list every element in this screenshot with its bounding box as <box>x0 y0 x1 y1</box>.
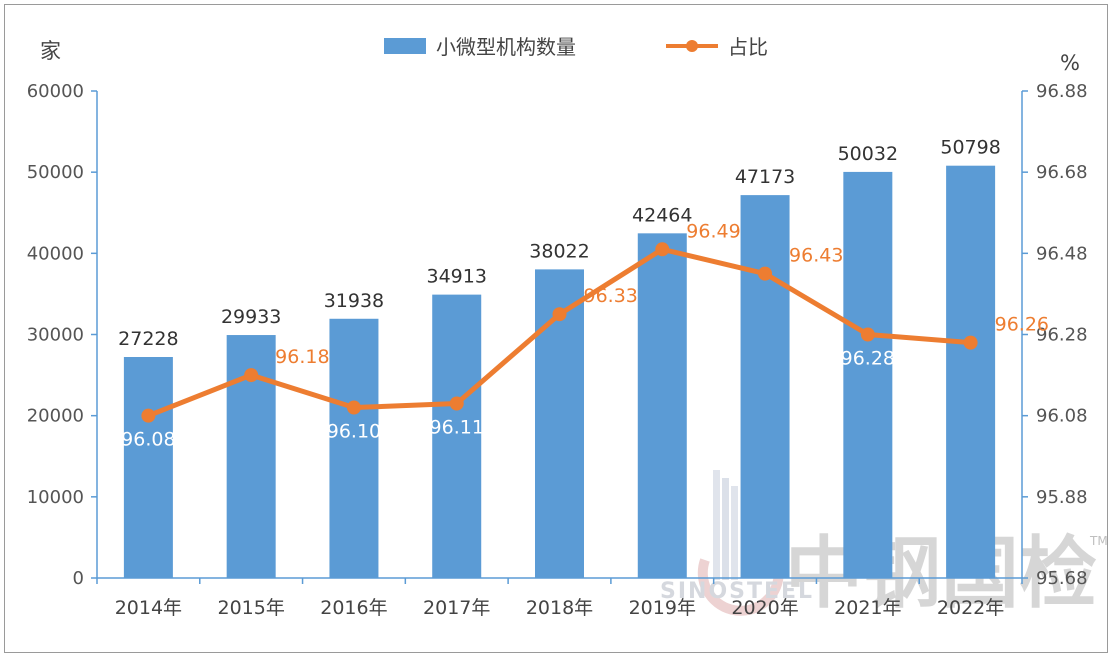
line-value-label: 96.26 <box>995 314 1049 336</box>
bar-value-label: 34913 <box>426 266 486 288</box>
x-axis-categories: 2014年 2015年 2016年 2017年 2018年 2019年 2020年 2021年… <box>96 578 1023 619</box>
x-category-label: 2016年 <box>320 597 387 619</box>
line-value-label: 96.28 <box>841 348 895 370</box>
x-category-label: 2020年 <box>731 597 798 619</box>
bar <box>329 318 379 578</box>
x-category-label: 2019年 <box>629 597 696 619</box>
line-point <box>758 266 773 281</box>
bar-value-label: 50798 <box>940 137 1000 159</box>
line-value-labels: 96.08 96.18 96.10 96.11 96.33 96.49 96.43 96.28… <box>121 220 1049 450</box>
bar-value-label: 27228 <box>118 328 178 350</box>
left-axis-unit: 家 <box>40 39 61 63</box>
line-value-label: 96.08 <box>121 429 175 451</box>
left-tick-label: 40000 <box>27 243 84 264</box>
right-axis-ticks: 95.68 95.88 96.08 96.28 96.48 96.68 96.88 <box>1022 81 1088 589</box>
line-value-label: 96.18 <box>275 346 329 368</box>
watermark-cjk-text: 中钢国检 <box>785 528 1097 619</box>
legend: 小微型机构数量 占比 <box>384 35 768 59</box>
bar-series <box>123 165 996 579</box>
x-category-label: 2017年 <box>423 597 490 619</box>
left-tick-label: 60000 <box>27 81 84 102</box>
line-value-label: 96.49 <box>686 220 740 242</box>
left-tick-label: 0 <box>73 568 84 589</box>
right-tick-label: 95.68 <box>1036 568 1088 589</box>
x-category-label: 2018年 <box>526 597 593 619</box>
line-value-label: 96.43 <box>789 245 843 267</box>
x-category-label: 2021年 <box>834 597 901 619</box>
bar-value-label: 47173 <box>735 166 795 188</box>
x-category-label: 2015年 <box>217 597 284 619</box>
line-point <box>449 396 464 411</box>
line-value-label: 96.10 <box>327 421 381 443</box>
left-axis-ticks: 0 10000 20000 30000 40000 50000 60000 <box>27 81 97 589</box>
left-tick-label: 10000 <box>27 487 84 508</box>
line-point <box>552 307 567 322</box>
right-axis-unit: % <box>1060 51 1080 75</box>
line-series <box>141 242 978 423</box>
line-value-label: 96.33 <box>584 285 638 307</box>
bar <box>843 171 893 579</box>
bar-value-label: 42464 <box>632 204 692 226</box>
left-tick-label: 50000 <box>27 162 84 183</box>
line-value-label: 96.11 <box>430 416 484 438</box>
bar <box>740 195 790 578</box>
bar-value-labels: 27228 29933 31938 34913 38022 42464 47173 50032… <box>118 137 1001 350</box>
legend-bar-swatch <box>384 38 426 54</box>
legend-line-marker <box>686 40 698 52</box>
line-point <box>244 368 259 383</box>
bar-value-label: 38022 <box>529 240 589 262</box>
line-point <box>963 335 978 350</box>
x-category-label: 2022年 <box>937 597 1004 619</box>
x-category-label: 2014年 <box>115 597 182 619</box>
bar-value-label: 31938 <box>324 290 384 312</box>
right-tick-label: 96.88 <box>1036 81 1088 102</box>
right-tick-label: 96.48 <box>1036 243 1088 264</box>
bar <box>637 233 687 578</box>
legend-line-label: 占比 <box>728 35 768 59</box>
line-point <box>860 327 875 342</box>
bar-value-label: 29933 <box>221 306 281 328</box>
watermark-latin-text: SINOSTEEL <box>660 579 814 604</box>
bar <box>432 294 482 578</box>
right-tick-label: 96.08 <box>1036 406 1088 427</box>
line-point <box>141 408 156 423</box>
left-tick-label: 20000 <box>27 406 84 427</box>
line-point <box>655 242 670 257</box>
line-point <box>346 400 361 415</box>
bar <box>946 165 996 578</box>
watermark-tm-text: TM <box>1089 534 1108 548</box>
right-tick-label: 95.88 <box>1036 487 1088 508</box>
bar <box>123 356 173 578</box>
left-tick-label: 30000 <box>27 325 84 346</box>
right-tick-label: 96.68 <box>1036 162 1088 183</box>
legend-bar-label: 小微型机构数量 <box>436 35 576 59</box>
bar-value-label: 50032 <box>838 143 898 165</box>
right-tick-label: 96.28 <box>1036 325 1088 346</box>
